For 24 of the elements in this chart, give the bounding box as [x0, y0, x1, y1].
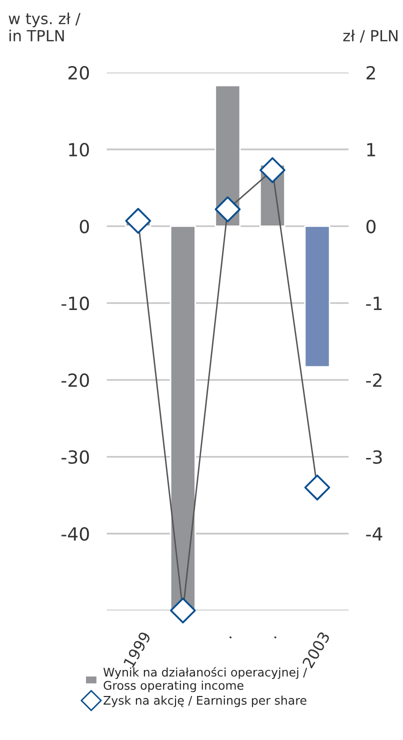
- legend-label: Zysk na akcję / Earnings per share: [104, 696, 306, 708]
- bar: [304, 226, 330, 368]
- y2-tick-label: -3: [366, 450, 382, 464]
- y2-tick-label: 0: [366, 220, 376, 234]
- y-tick-label: -20: [62, 373, 89, 388]
- point: [170, 598, 196, 624]
- y-tick-label: 10: [69, 142, 89, 156]
- point: [260, 157, 286, 184]
- y2-tick-label: -1: [366, 296, 382, 310]
- y-tick-label: 0: [80, 220, 89, 234]
- x-tick-label: .: [229, 636, 232, 639]
- y2-tick-label: 1: [367, 143, 376, 156]
- y-axis-title: w tys. zł / in TPLN: [8, 12, 80, 42]
- y2-tick-label: -2: [366, 373, 382, 387]
- y-tick-label: -40: [62, 527, 89, 541]
- y-tick-label: 20: [68, 66, 89, 80]
- y2-tick-label: -4: [366, 527, 382, 541]
- y2-axis-title: zł / PLN: [343, 30, 398, 43]
- legend-label: Wynik na działaności operacyjnej / Gross operating income: [103, 667, 308, 692]
- x-tick-label: .: [274, 636, 277, 639]
- y-tick-label: -30: [62, 450, 89, 464]
- y2-tick-label: 2: [366, 66, 375, 80]
- point: [214, 196, 241, 222]
- y-tick-label: -10: [62, 296, 89, 310]
